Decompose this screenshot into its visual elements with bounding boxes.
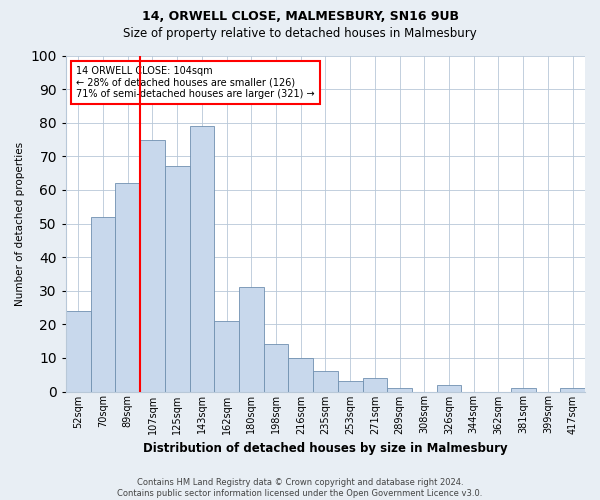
- Bar: [387, 388, 412, 392]
- Bar: [362, 378, 387, 392]
- Bar: [437, 385, 461, 392]
- Bar: [91, 217, 115, 392]
- Bar: [511, 388, 536, 392]
- Text: Size of property relative to detached houses in Malmesbury: Size of property relative to detached ho…: [123, 28, 477, 40]
- Bar: [239, 288, 263, 392]
- Bar: [140, 140, 165, 392]
- Bar: [338, 382, 362, 392]
- Bar: [165, 166, 190, 392]
- Text: 14, ORWELL CLOSE, MALMESBURY, SN16 9UB: 14, ORWELL CLOSE, MALMESBURY, SN16 9UB: [142, 10, 458, 23]
- Text: 14 ORWELL CLOSE: 104sqm
← 28% of detached houses are smaller (126)
71% of semi-d: 14 ORWELL CLOSE: 104sqm ← 28% of detache…: [76, 66, 315, 99]
- Y-axis label: Number of detached properties: Number of detached properties: [15, 142, 25, 306]
- Text: Contains HM Land Registry data © Crown copyright and database right 2024.
Contai: Contains HM Land Registry data © Crown c…: [118, 478, 482, 498]
- Bar: [214, 321, 239, 392]
- Bar: [289, 358, 313, 392]
- Bar: [66, 311, 91, 392]
- X-axis label: Distribution of detached houses by size in Malmesbury: Distribution of detached houses by size …: [143, 442, 508, 455]
- Bar: [115, 183, 140, 392]
- Bar: [313, 372, 338, 392]
- Bar: [190, 126, 214, 392]
- Bar: [560, 388, 585, 392]
- Bar: [263, 344, 289, 392]
